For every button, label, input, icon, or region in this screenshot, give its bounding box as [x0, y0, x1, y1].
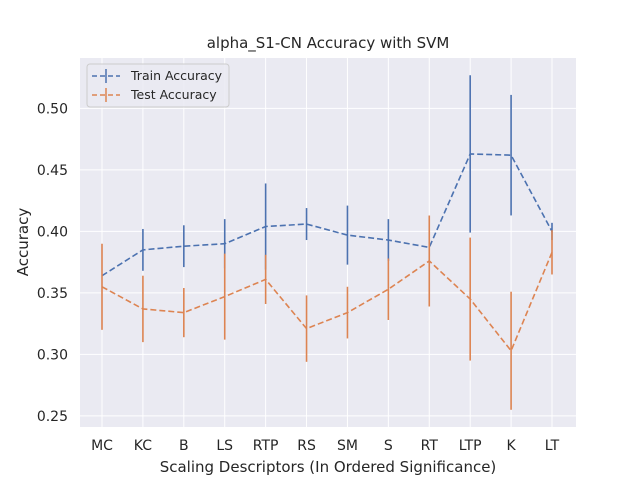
x-axis-label: Scaling Descriptors (In Ordered Signific… [160, 458, 497, 476]
y-tick-label: 0.30 [37, 347, 68, 363]
x-tick-label: LS [216, 438, 233, 454]
x-tick-label: RT [421, 438, 439, 454]
series-line-train [101, 153, 553, 277]
x-tick-label: KC [134, 438, 152, 454]
legend-test-label: Test Accuracy [130, 87, 217, 102]
x-tick-label: RS [297, 438, 316, 454]
x-tick-label: S [384, 438, 393, 454]
tick-labels: 0.25 0.30 0.35 0.40 0.45 0.50 MC KC B LS RTP RS SM S R… [37, 101, 560, 454]
legend-train-label: Train Accuracy [130, 68, 223, 83]
plot-area [80, 58, 576, 427]
legend-item-train: Train Accuracy [92, 68, 223, 83]
x-tick-label: LTP [459, 438, 482, 454]
y-tick-label: 0.40 [37, 224, 68, 240]
series-line-test [101, 252, 553, 353]
y-tick-label: 0.25 [37, 409, 68, 425]
legend: Train Accuracy Test Accuracy [86, 63, 230, 108]
y-axis-label: Accuracy [14, 208, 32, 277]
y-tick-label: 0.35 [37, 286, 68, 302]
series-test [101, 215, 553, 410]
chart-title: alpha_S1-CN Accuracy with SVM [207, 34, 450, 53]
x-tick-label: RTP [253, 438, 279, 454]
y-tick-label: 0.45 [37, 163, 68, 179]
series-layer [101, 75, 553, 410]
y-tick-label: 0.50 [37, 101, 68, 117]
x-tick-label: MC [91, 438, 113, 454]
x-tick-label: SM [337, 438, 358, 454]
x-tick-label: K [506, 438, 516, 454]
x-tick-label: B [179, 438, 189, 454]
legend-item-test: Test Accuracy [92, 87, 217, 102]
x-tick-label: LT [545, 438, 560, 454]
legend-box [86, 63, 230, 108]
